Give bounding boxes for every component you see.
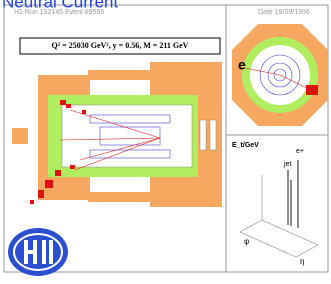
event-display: Neutral Current H1 Run 152145 Event 8955… (0, 0, 331, 284)
kinematics: Q² = 25030 GeV², y = 0.56, M = 211 GeV (52, 41, 189, 50)
tracker (62, 105, 192, 167)
calorimeter (88, 192, 152, 202)
hits (306, 85, 318, 95)
chamber (210, 120, 216, 150)
run-info: H1 Run 152145 Event 89556 (14, 9, 104, 16)
calorimeter (88, 70, 152, 80)
phi-label: φ (244, 237, 249, 246)
chamber (200, 120, 206, 150)
eta-label: η (300, 257, 304, 266)
positron-label: e+ (296, 148, 304, 155)
page: Neutral Current H1 Run 152145 Event 8955… (0, 0, 331, 284)
h1-logo (8, 228, 68, 276)
electron-label: e (238, 57, 246, 73)
jet-label: jet (283, 161, 291, 168)
date: Date 19/09/1996 (258, 9, 310, 16)
lego-axis-label: E_t/GeV (232, 142, 259, 149)
plug (12, 128, 28, 144)
